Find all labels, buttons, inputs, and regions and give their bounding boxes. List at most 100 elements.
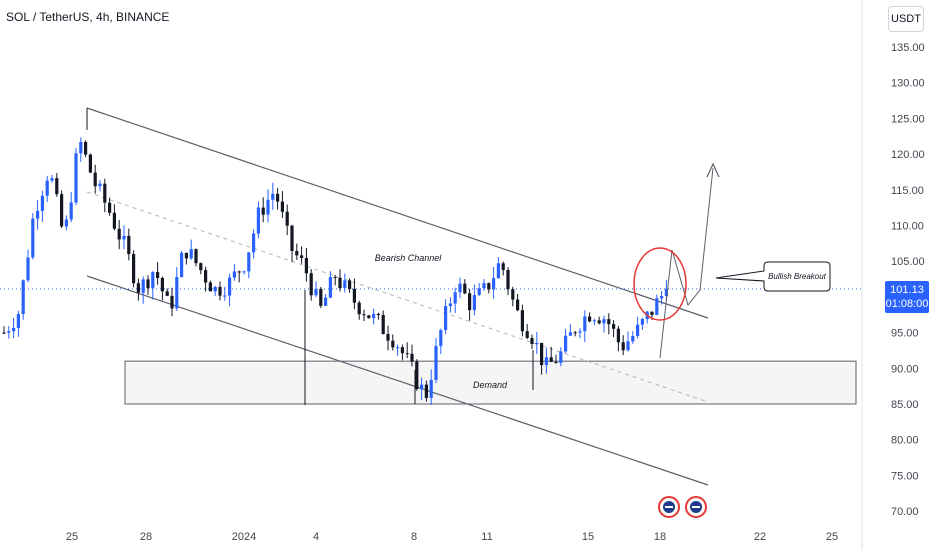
projection-arrowhead (706, 162, 720, 178)
candle-body (218, 286, 222, 296)
bullish-breakout-label: Bullish Breakout (768, 272, 827, 281)
candle-body (304, 258, 308, 274)
candle-body (564, 335, 568, 352)
candle-body (372, 313, 376, 319)
candle-body (199, 263, 203, 271)
candle-body (602, 319, 606, 324)
candle-body (146, 279, 150, 289)
candle-body (276, 193, 280, 202)
x-tick-label: 2024 (232, 531, 256, 543)
candle-body (228, 277, 232, 296)
candle-body (621, 342, 625, 351)
candle-body (2, 332, 6, 334)
candle-body (271, 193, 275, 200)
candle-body (285, 211, 289, 226)
candle-body (112, 212, 116, 229)
currency-button[interactable]: USDT (888, 6, 924, 32)
candle-body (362, 314, 366, 316)
candle-body (636, 324, 640, 336)
x-tick-label: 18 (654, 531, 666, 543)
candle-body (74, 153, 78, 203)
candle-body (343, 280, 347, 289)
candle-body (381, 315, 385, 335)
projection-path[interactable] (659, 167, 714, 359)
x-tick-label: 22 (754, 531, 766, 543)
candle-body (69, 202, 73, 220)
candle-body (204, 270, 208, 283)
demand-zone[interactable] (124, 360, 857, 405)
candle-body (348, 280, 352, 289)
candle-body (141, 279, 145, 293)
x-tick-label: 28 (140, 531, 152, 543)
candle-body (21, 280, 25, 315)
candle-body (93, 172, 97, 187)
x-tick-label: 4 (313, 531, 319, 543)
candle-body (616, 328, 620, 343)
candle-body (324, 297, 328, 306)
callout-bubble[interactable] (715, 261, 831, 292)
candle-body (573, 332, 577, 334)
channel-upper-line[interactable] (86, 107, 709, 319)
candle-body (400, 347, 404, 354)
candle-body (170, 295, 174, 309)
channel-midline[interactable] (86, 191, 709, 403)
y-tick-label: 105.00 (891, 256, 925, 268)
candle-body (184, 252, 188, 259)
candle-body (530, 337, 534, 345)
channel-lower-line[interactable] (86, 275, 709, 486)
candle-body (280, 201, 284, 212)
candle-body (247, 252, 251, 272)
candle-body (223, 295, 227, 297)
bar-countdown: 01:08:00 (885, 298, 929, 310)
candle-body (295, 250, 299, 256)
candle-body (434, 345, 438, 380)
candle-body (333, 277, 337, 279)
candle-body (309, 273, 313, 296)
candle-body (612, 324, 616, 329)
candle-body (252, 233, 256, 253)
breakout-highlight-circle[interactable] (633, 247, 687, 321)
candle-body (50, 178, 54, 181)
candle-body (98, 183, 102, 187)
candle-body (213, 286, 217, 292)
candle-body (640, 319, 644, 325)
y-tick-label: 120.00 (891, 149, 925, 161)
candle-body (84, 141, 88, 155)
candle-body (588, 316, 592, 322)
candle-body (180, 252, 184, 278)
candle-body (189, 249, 193, 259)
candle-body (660, 296, 664, 299)
candle-body (506, 269, 510, 290)
last-price-value: 101.13 (890, 284, 924, 296)
candle-body (429, 379, 433, 398)
candle-body (444, 306, 448, 331)
candle-body (597, 320, 601, 324)
candle-body (319, 288, 323, 306)
candle-body (64, 219, 68, 227)
candle-body (256, 207, 260, 234)
candle-body (655, 298, 659, 315)
candle-body (386, 334, 390, 341)
candle-body (242, 271, 246, 273)
candle-body (439, 330, 443, 346)
candle-body (117, 228, 121, 240)
y-tick-label: 115.00 (891, 185, 924, 197)
candle-body (127, 235, 131, 255)
candle-body (60, 194, 64, 227)
candle-body (568, 332, 572, 336)
candle-body (492, 278, 496, 290)
candle-body (405, 353, 409, 355)
candle-body (108, 202, 112, 213)
candle-body (583, 316, 587, 332)
x-tick-label: 15 (582, 531, 594, 543)
candle-body (396, 347, 400, 349)
candle-body (544, 357, 548, 366)
x-tick-label: 25 (66, 531, 78, 543)
x-tick-label: 25 (826, 531, 838, 543)
candle-body (300, 255, 304, 259)
bearish-channel-label: Bearish Channel (375, 253, 443, 263)
candle-body (12, 327, 16, 332)
candle-body (122, 235, 126, 240)
